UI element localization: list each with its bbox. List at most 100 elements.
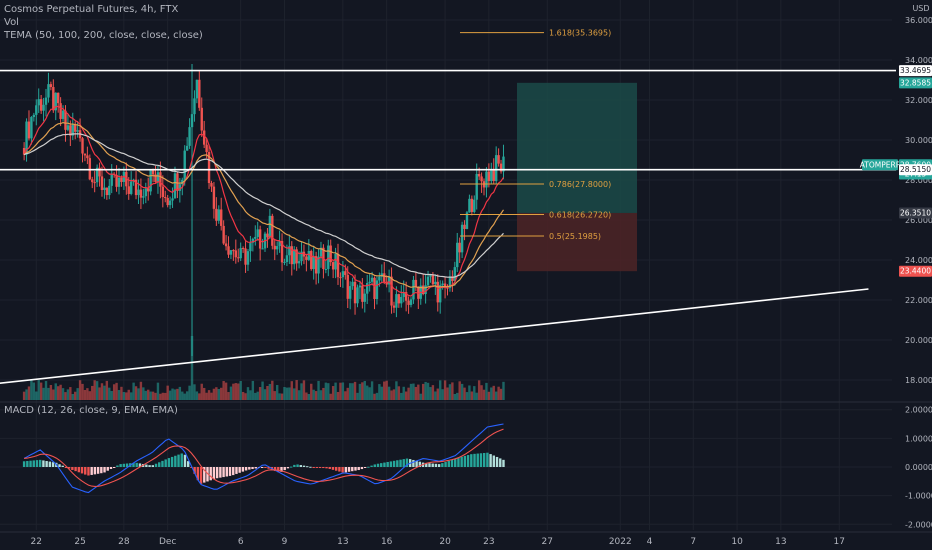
candle[interactable]	[275, 241, 279, 255]
candle[interactable]	[190, 64, 194, 356]
candle[interactable]	[202, 120, 206, 149]
candle[interactable]	[220, 197, 223, 231]
candle[interactable]	[280, 233, 284, 271]
candle[interactable]	[397, 293, 401, 308]
candle[interactable]	[59, 97, 62, 127]
candle[interactable]	[290, 241, 293, 276]
candle[interactable]	[93, 170, 96, 193]
candle[interactable]	[61, 105, 65, 122]
candles[interactable]	[22, 64, 505, 356]
candle[interactable]	[480, 172, 483, 193]
candle[interactable]	[156, 165, 160, 194]
candle[interactable]	[439, 280, 442, 314]
candle[interactable]	[224, 235, 228, 251]
candle[interactable]	[144, 182, 147, 204]
candle[interactable]	[39, 95, 43, 114]
price-badge[interactable]: 32.8585	[899, 77, 932, 89]
candle[interactable]	[417, 286, 420, 309]
price-badge[interactable]: 28.5150	[899, 164, 932, 176]
candle[interactable]	[215, 197, 218, 226]
trendline[interactable]	[0, 288, 869, 384]
candle[interactable]	[266, 228, 269, 248]
candle[interactable]	[168, 196, 172, 210]
candle[interactable]	[380, 264, 384, 284]
candle[interactable]	[375, 276, 379, 305]
candle[interactable]	[249, 235, 252, 262]
candle[interactable]	[468, 194, 471, 213]
candle[interactable]	[103, 178, 106, 199]
candle[interactable]	[178, 178, 182, 203]
candle[interactable]	[42, 97, 45, 122]
candle[interactable]	[310, 249, 313, 271]
candle[interactable]	[448, 270, 452, 292]
price-badge[interactable]: 23.4400	[899, 265, 932, 277]
candle[interactable]	[458, 237, 461, 263]
candle[interactable]	[358, 280, 362, 300]
candle[interactable]	[69, 120, 72, 147]
candle[interactable]	[336, 243, 340, 285]
candle[interactable]	[105, 187, 109, 200]
candle[interactable]	[361, 278, 364, 309]
candle[interactable]	[237, 248, 240, 263]
candle[interactable]	[198, 71, 201, 111]
candle[interactable]	[283, 258, 286, 266]
symbol-badge[interactable]: ATOMPERP	[860, 159, 901, 171]
candle[interactable]	[139, 178, 143, 209]
candle[interactable]	[412, 275, 415, 304]
candle[interactable]	[392, 301, 396, 313]
candle[interactable]	[229, 250, 233, 260]
candle[interactable]	[373, 276, 376, 310]
candle[interactable]	[426, 270, 430, 287]
candle[interactable]	[492, 158, 495, 184]
candle[interactable]	[387, 269, 391, 293]
candle[interactable]	[32, 112, 36, 122]
candle[interactable]	[499, 159, 503, 174]
candle[interactable]	[166, 194, 169, 208]
candle[interactable]	[212, 181, 216, 219]
candle[interactable]	[494, 146, 498, 184]
candle[interactable]	[227, 236, 230, 258]
candle[interactable]	[295, 246, 298, 271]
candle[interactable]	[171, 187, 174, 208]
candle[interactable]	[353, 274, 357, 315]
candle[interactable]	[460, 221, 464, 259]
candle[interactable]	[217, 205, 220, 224]
price-badge[interactable]: 33.4695	[899, 65, 932, 77]
candle[interactable]	[356, 284, 359, 308]
stop-zone[interactable]	[517, 212, 637, 272]
candle[interactable]	[52, 79, 55, 113]
candle[interactable]	[400, 285, 403, 308]
candle[interactable]	[241, 246, 245, 253]
candle[interactable]	[98, 162, 101, 187]
fibonacci-levels[interactable]: 1.618(35.3695) 0.786(27.8000) 0.618(26.272…	[460, 29, 611, 241]
candle[interactable]	[54, 92, 57, 121]
candle[interactable]	[183, 145, 186, 186]
candle[interactable]	[30, 116, 33, 145]
candle[interactable]	[473, 195, 476, 214]
candle[interactable]	[195, 79, 199, 104]
candle[interactable]	[154, 165, 157, 183]
candle[interactable]	[441, 280, 444, 290]
candle[interactable]	[232, 249, 235, 261]
candle[interactable]	[88, 154, 92, 181]
candle[interactable]	[210, 180, 213, 192]
candle[interactable]	[273, 239, 276, 261]
candle[interactable]	[317, 249, 320, 284]
candle[interactable]	[475, 163, 478, 210]
candle[interactable]	[366, 274, 369, 304]
candle[interactable]	[193, 90, 196, 122]
candle[interactable]	[188, 118, 191, 149]
candle[interactable]	[256, 221, 259, 241]
candle[interactable]	[363, 288, 366, 313]
candle[interactable]	[404, 281, 408, 312]
candle[interactable]	[288, 234, 291, 265]
candle[interactable]	[502, 144, 505, 180]
candle[interactable]	[436, 274, 439, 312]
candle[interactable]	[108, 179, 111, 200]
candle[interactable]	[319, 241, 323, 268]
candle[interactable]	[434, 274, 437, 295]
candle[interactable]	[129, 171, 133, 196]
candle[interactable]	[271, 213, 274, 250]
candle[interactable]	[424, 274, 427, 304]
